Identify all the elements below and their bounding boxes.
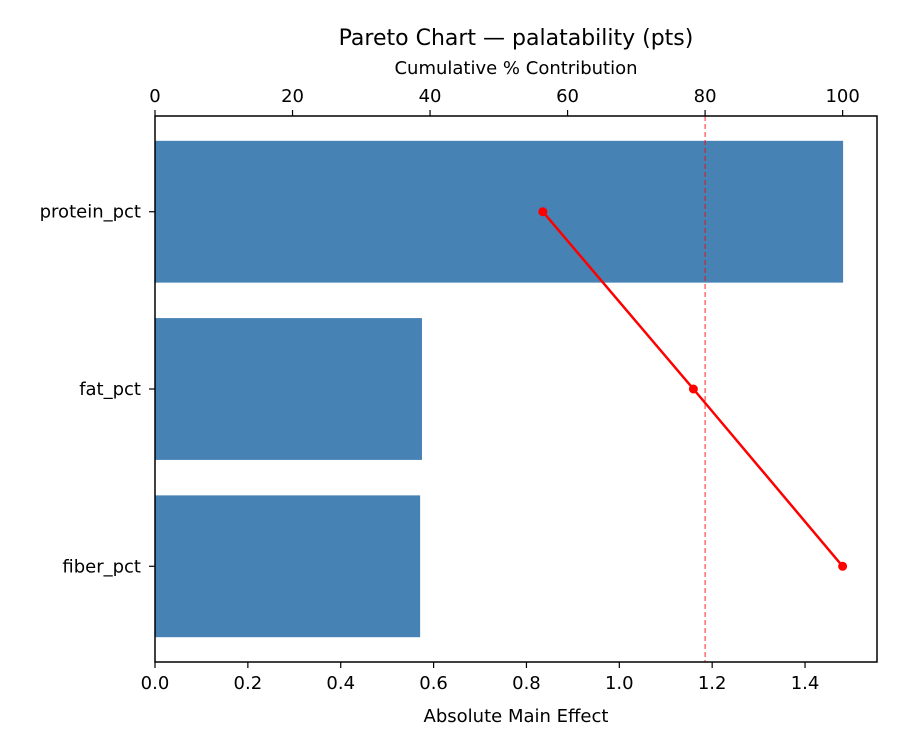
y-tick-label: protein_pct (40, 202, 141, 223)
x-tick-label: 1.0 (605, 673, 634, 694)
top-axis-label: Cumulative % Contribution (394, 58, 637, 79)
x-tick-label: 0.8 (512, 673, 541, 694)
x2-tick-label: 80 (694, 86, 717, 107)
y-tick-label: fat_pct (79, 379, 141, 400)
x-tick-label: 0.6 (419, 673, 448, 694)
x2-tick-label: 100 (825, 86, 859, 107)
x2-tick-label: 0 (149, 86, 160, 107)
x2-tick-label: 40 (419, 86, 442, 107)
x2-tick-label: 60 (556, 86, 579, 107)
x-tick-label: 0.4 (326, 673, 355, 694)
cumulative-point-fat_pct (688, 384, 698, 394)
cumulative-point-protein_pct (538, 207, 548, 217)
cumulative-point-fiber_pct (838, 561, 848, 571)
bar-fiber_pct (155, 495, 421, 638)
x2-tick-label: 20 (281, 86, 304, 107)
bar-fat_pct (155, 318, 422, 460)
y-tick-label: fiber_pct (62, 556, 141, 577)
x-tick-label: 0.2 (234, 673, 263, 694)
chart-title: Pareto Chart — palatability (pts) (339, 26, 694, 51)
bar-protein_pct (155, 140, 844, 283)
x-tick-label: 1.2 (698, 673, 727, 694)
bottom-axis-label: Absolute Main Effect (424, 706, 609, 727)
x-tick-label: 0.0 (141, 673, 170, 694)
x-tick-label: 1.4 (791, 673, 820, 694)
